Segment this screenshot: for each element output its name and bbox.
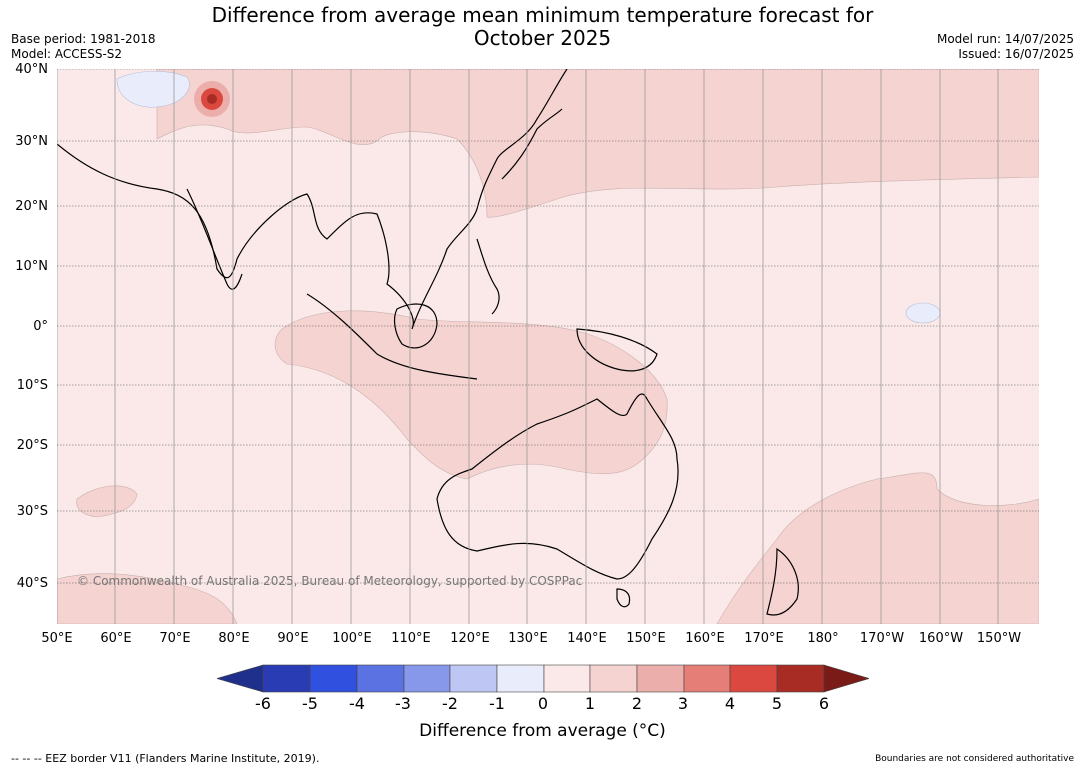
colorbar-segment-6: [543, 664, 591, 693]
map-panel: [57, 69, 1039, 624]
lon-label-170e: 170°E: [744, 631, 784, 646]
anomaly-region-maritime: [274, 310, 668, 480]
lon-label-150e: 150°E: [626, 631, 666, 646]
lon-label-160e: 160°E: [685, 631, 725, 646]
anomaly-region-south-pacific: [716, 472, 1039, 624]
lat-label-0: 0°: [33, 319, 48, 334]
colorbar-tick-5: 5: [771, 694, 783, 713]
hotspot-himalaya-core: [207, 94, 217, 104]
lon-label-150w: 150°W: [976, 631, 1022, 646]
lat-label-30n: 30°N: [15, 134, 48, 149]
chart-title: Difference from average mean minimum tem…: [0, 4, 1085, 50]
lat-label-20n: 20°N: [15, 199, 48, 214]
title-line-1: Difference from average mean minimum tem…: [211, 3, 874, 27]
colorbar-segment-3: [403, 664, 451, 693]
lon-label-60e: 60°E: [100, 631, 132, 646]
lat-label-10s: 10°S: [16, 378, 48, 393]
colorbar-segment-7: [589, 664, 638, 693]
colorbar-tick-minus3: -3: [395, 694, 411, 713]
colorbar-tick-minus1: -1: [489, 694, 505, 713]
colorbar-segment-0: [262, 664, 311, 693]
cool-region-equatorial-pacific: [905, 302, 941, 324]
lon-label-170w: 170°W: [859, 631, 905, 646]
meta-left: Base period: 1981-2018 Model: ACCESS-S2: [11, 32, 156, 62]
map-svg: [57, 69, 1039, 624]
lat-label-40s: 40°S: [16, 576, 48, 591]
lon-label-120e: 120°E: [450, 631, 490, 646]
lon-label-70e: 70°E: [159, 631, 191, 646]
lat-label-20s: 20°S: [16, 438, 48, 453]
colorbar-tick-minus4: -4: [349, 694, 365, 713]
colorbar-label: Difference from average (°C): [419, 721, 666, 741]
colorbar-tick-minus6: -6: [255, 694, 271, 713]
lat-label-40n: 40°N: [15, 62, 48, 77]
colorbar-tick-minus5: -5: [302, 694, 318, 713]
coast-india: [186, 188, 243, 290]
lon-label-130e: 130°E: [508, 631, 548, 646]
copyright-notice: © Commonwealth of Australia 2025, Bureau…: [77, 574, 583, 588]
coast-sumatra-java: [306, 293, 478, 380]
colorbar-segment-5: [496, 664, 545, 693]
lon-label-100e: 100°E: [332, 631, 372, 646]
colorbar-tick-1: 1: [584, 694, 596, 713]
lon-label-140e: 140°E: [567, 631, 607, 646]
coastlines: [57, 69, 799, 616]
lon-label-50e: 50°E: [41, 631, 73, 646]
lat-label-30s: 30°S: [16, 504, 48, 519]
colorbar-tick-6: 6: [818, 694, 830, 713]
colorbar-segment-4: [449, 664, 498, 693]
lon-label-110e: 110°E: [391, 631, 431, 646]
meridians: [57, 69, 999, 624]
colorbar-segment-10: [729, 664, 778, 693]
colorbar-tick-minus2: -2: [442, 694, 458, 713]
issued-date: Issued: 16/07/2025: [958, 47, 1074, 61]
title-line-2: October 2025: [473, 26, 612, 50]
boundaries-disclaimer: Boundaries are not considered authoritat…: [875, 754, 1074, 764]
colorbar-segment-11: [776, 664, 825, 693]
coast-australia: [436, 393, 679, 580]
lat-label-10n: 10°N: [15, 259, 48, 274]
anomaly-region-north-pacific: [156, 69, 1039, 218]
coast-tasmania: [616, 588, 631, 608]
model-name: Model: ACCESS-S2: [11, 47, 123, 61]
model-run: Model run: 14/07/2025: [936, 32, 1074, 46]
colorbar-tick-2: 2: [631, 694, 643, 713]
lon-label-80e: 80°E: [218, 631, 250, 646]
eez-legend: -- -- -- EEZ border V11 (Flanders Marine…: [11, 752, 320, 765]
coast-new-zealand: [766, 547, 799, 616]
lon-label-90e: 90°E: [277, 631, 309, 646]
colorbar-segment-1: [309, 664, 358, 693]
colorbar-tick-0: 0: [537, 694, 549, 713]
colorbar-segment-2: [356, 664, 405, 693]
coast-japan: [501, 108, 563, 180]
colorbar-segment-below-minus6: [217, 664, 264, 693]
anomaly-region-west: [76, 485, 138, 518]
colorbar-tick-3: 3: [677, 694, 689, 713]
lon-label-160w: 160°W: [918, 631, 964, 646]
colorbar-segment-9: [683, 664, 731, 693]
colorbar: [217, 664, 869, 693]
colorbar-segment-above-6: [823, 664, 869, 693]
anomaly-region-southwest: [57, 573, 238, 624]
meta-right: Model run: 14/07/2025 Issued: 16/07/2025: [937, 32, 1074, 62]
cool-region-central-asia: [116, 70, 190, 108]
colorbar-tick-4: 4: [724, 694, 736, 713]
coast-borneo: [393, 303, 438, 349]
coast-philippines: [476, 238, 500, 315]
base-period: Base period: 1981-2018: [11, 32, 156, 46]
colorbar-segment-8: [636, 664, 685, 693]
lon-label-180: 180°: [807, 631, 839, 646]
